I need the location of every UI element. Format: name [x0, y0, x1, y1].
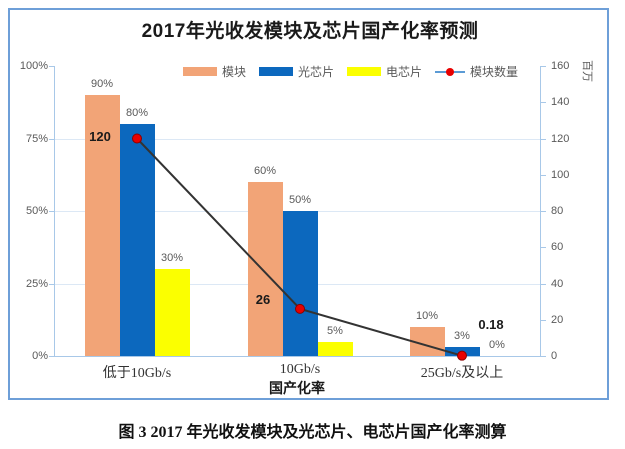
right-axis-tick [540, 138, 546, 140]
legend-item-模块数量: 模块数量 [435, 63, 518, 80]
bar-value-label: 30% [160, 252, 184, 264]
bar-模块-1 [247, 182, 283, 356]
bar-电芯片-1 [317, 341, 353, 356]
left-axis-tick-label: 50% [25, 205, 48, 217]
bar-value-label: 5% [327, 324, 343, 337]
bar-value-label: 80% [125, 107, 149, 119]
legend-line-marker-icon [435, 67, 466, 76]
line-value-label: 120 [89, 128, 111, 144]
x-axis-line [54, 356, 541, 357]
x-category-label: 低于10Gb/s [102, 366, 172, 381]
right-axis-tick [540, 247, 546, 249]
left-axis-tick-label: 0% [32, 350, 48, 362]
bar-value-label: 90% [90, 78, 114, 90]
right-axis-tick [540, 319, 546, 321]
x-category-label: 25Gb/s及以上 [420, 366, 504, 381]
legend-label: 模块数量 [470, 64, 519, 79]
right-axis-tick-label: 100 [551, 168, 570, 181]
bar-光芯片-1 [282, 211, 318, 356]
line-marker [295, 303, 305, 314]
bar-电芯片-0 [154, 269, 190, 356]
x-category-label: 10Gb/s [279, 362, 321, 377]
legend-label: 光芯片 [298, 64, 335, 79]
x-axis-title: 国产化率 [269, 380, 325, 396]
line-marker [457, 350, 467, 361]
right-axis-tick [540, 356, 546, 357]
bar-value-label: 3% [454, 330, 470, 343]
line-value-label: 26 [255, 291, 271, 307]
bar-value-label: 0% [489, 339, 505, 351]
chart-legend: 模块 光芯片 电芯片 模块数量 [183, 62, 518, 80]
line-value-label: 0.18 [478, 316, 504, 332]
gridline [55, 138, 540, 140]
right-axis-tick [540, 102, 546, 104]
left-axis-tick-label: 25% [25, 277, 48, 290]
legend-label: 电芯片 [386, 64, 423, 79]
right-axis-tick-label: 40 [551, 277, 564, 290]
left-axis-tick [49, 283, 55, 285]
right-axis-tick-label: 20 [551, 313, 564, 326]
bar-value-label: 50% [288, 194, 312, 206]
bar-value-label: 60% [253, 165, 277, 177]
right-axis-tick [540, 283, 546, 285]
legend-swatch-icon [259, 66, 294, 76]
left-axis-tick-label: 75% [25, 132, 48, 145]
legend-dot-icon [446, 67, 455, 76]
right-axis-tick-label: 0 [551, 350, 558, 362]
right-axis-tick [540, 211, 546, 212]
right-axis-tick-label: 140 [551, 96, 570, 109]
legend-item-光芯片: 光芯片 [259, 63, 334, 80]
legend-swatch-icon [347, 66, 382, 76]
legend-item-电芯片: 电芯片 [347, 63, 422, 80]
legend-swatch-icon [183, 66, 217, 76]
bar-value-label: 10% [415, 310, 439, 322]
bar-模块-0 [84, 95, 120, 356]
right-axis-tick [540, 66, 546, 67]
figure-caption: 图 3 2017 年光收发模块及光芯片、电芯片国产化率测算 [118, 424, 507, 441]
left-axis-tick [49, 66, 55, 67]
chart-title: 2017年光收发模块及芯片国产化率预测 [141, 21, 479, 42]
right-axis-tick-label: 60 [551, 241, 564, 254]
bar-光芯片-0 [119, 124, 155, 356]
right-axis-tick-label: 160 [551, 60, 570, 72]
left-axis-tick [49, 356, 55, 357]
left-axis-tick [49, 138, 55, 140]
line-marker [132, 133, 142, 144]
right-axis-tick-label: 120 [551, 132, 570, 145]
legend-item-模块: 模块 [183, 63, 246, 80]
left-axis-tick [49, 211, 55, 212]
right-axis-tick [540, 174, 546, 176]
right-axis-tick-label: 80 [551, 205, 564, 217]
left-axis-tick-label: 100% [19, 60, 48, 72]
legend-label: 模块 [222, 64, 247, 79]
